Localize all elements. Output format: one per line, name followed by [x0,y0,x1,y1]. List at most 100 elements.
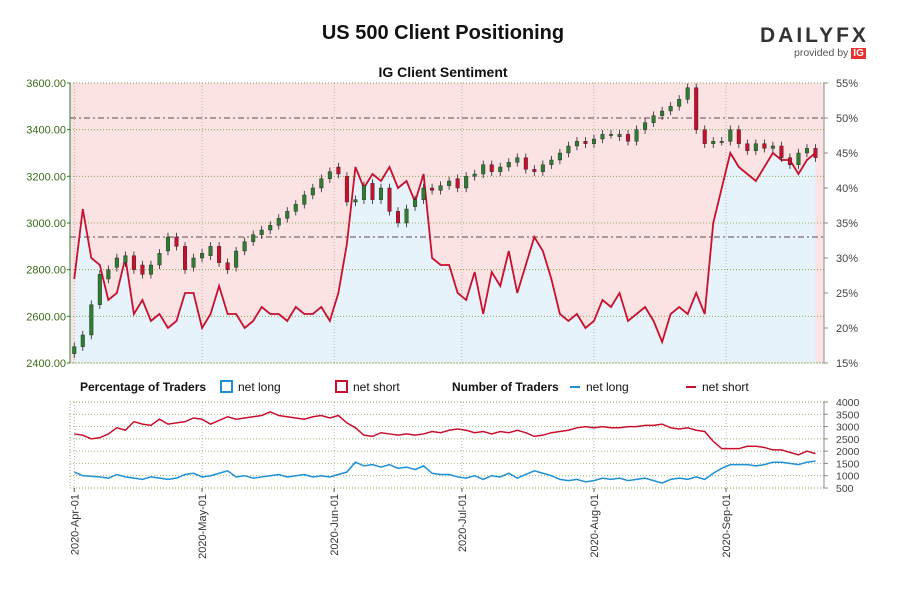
price-tick-label: 3400.00 [26,125,66,137]
pct-tick-label: 40% [836,183,858,195]
candle-body [421,187,426,200]
candle-body [523,157,528,170]
x-tick-label: 2020-Jul-01 [457,494,469,552]
candle-body [259,229,264,235]
net-long-pct-line [73,150,817,345]
x-tick-label: 2020-May-01 [197,494,209,559]
candle-body [745,143,750,151]
count-tick-label: 3000 [836,422,860,434]
candle-body [370,183,375,200]
candle-body [515,157,520,163]
net-long-swatch [220,380,233,393]
net-short-swatch [335,380,348,393]
candle-body [123,255,128,263]
candle-body [200,253,205,259]
candle-body [191,257,196,268]
candle-body [651,115,656,123]
legend-pct-net-long: net long [220,380,281,394]
chart-subtitle: IG Client Sentiment [378,64,507,80]
candle-body [148,264,153,275]
candle-body [319,178,324,189]
candle-body [557,152,562,161]
price-tick-label: 2600.00 [26,311,66,323]
x-tick-label: 2020-Jun-01 [329,494,341,556]
candle-body [336,166,341,175]
main-panel: 2400.00 2600.00 2800.00 3000.00 3200.00 3400.… [26,78,858,370]
candle-body [770,145,775,149]
candle-body [447,180,452,186]
candle-body [574,141,579,147]
candle-body [251,234,256,242]
candle-body [396,211,401,224]
candle-body [302,194,307,205]
candle-body [242,241,247,252]
pct-tick-label: 15% [836,358,858,370]
candle-body [583,141,588,144]
price-tick-label: 3200.00 [26,171,66,183]
pct-tick-label: 50% [836,113,858,125]
candle-body [711,141,716,144]
candle-body [97,274,102,305]
candle-body [344,176,349,203]
candle-body [796,152,801,165]
candle-body [566,145,571,154]
candle-body [779,145,784,158]
candle-body [506,162,511,168]
x-tick-label: 2020-Aug-01 [589,494,601,558]
candle-body [472,173,477,177]
candle-body [804,148,809,154]
candle-body [609,134,614,136]
candle-body [430,187,435,191]
candle-body [217,246,222,263]
candle-body [600,134,605,140]
ig-logo: IG [851,48,866,59]
candle-body [268,225,273,231]
pct-tick-label: 45% [836,148,858,160]
candle-body [140,264,145,275]
candle-body [378,187,383,200]
candle-body [413,199,418,207]
candle-body [626,134,631,142]
candle-body [106,269,111,280]
candle-body [643,122,648,130]
candle-body [353,199,358,203]
candle-body [293,204,298,212]
price-tick-label: 3600.00 [26,78,66,90]
candle-body [736,129,741,144]
count-tick-label: 500 [836,483,854,495]
candle-body [72,346,77,354]
pct-tick-label: 20% [836,323,858,335]
count-tick-label: 2500 [836,434,860,446]
candle-body [234,250,239,268]
page-title: US 500 Client Positioning [321,22,565,44]
candle-body [165,236,170,252]
count-tick-label: 2000 [836,446,860,458]
count-tick-label: 1000 [836,471,860,483]
logo-provided-by: provided by IG [794,47,866,59]
legend-pct-net-short: net short [335,380,400,394]
candle-body [694,87,699,130]
x-tick-label: 2020-Sep-01 [721,494,733,558]
price-tick-label: 2400.00 [26,358,66,370]
x-tick-label: 2020-Apr-01 [69,494,81,555]
candle-body [660,110,665,116]
candle-body [310,187,315,196]
price-tick-label: 2800.00 [26,265,66,277]
price-tick-label: 3000.00 [26,218,66,230]
candle-body [753,143,758,151]
legend-count-net-long: net long [570,380,629,394]
candle-body [728,129,733,142]
candle-body [80,334,85,347]
candle-body [89,304,94,336]
candle-body [787,157,792,165]
candle-body [498,166,503,172]
legend-count-title: Number of Traders [452,380,559,394]
candle-body [208,246,213,256]
candle-body [702,129,707,144]
candle-body [591,138,596,144]
legend-count-net-short: net short [686,380,749,394]
dailyfx-logo: DAILYFX provided by IG [760,24,870,59]
candle-body [617,134,622,137]
